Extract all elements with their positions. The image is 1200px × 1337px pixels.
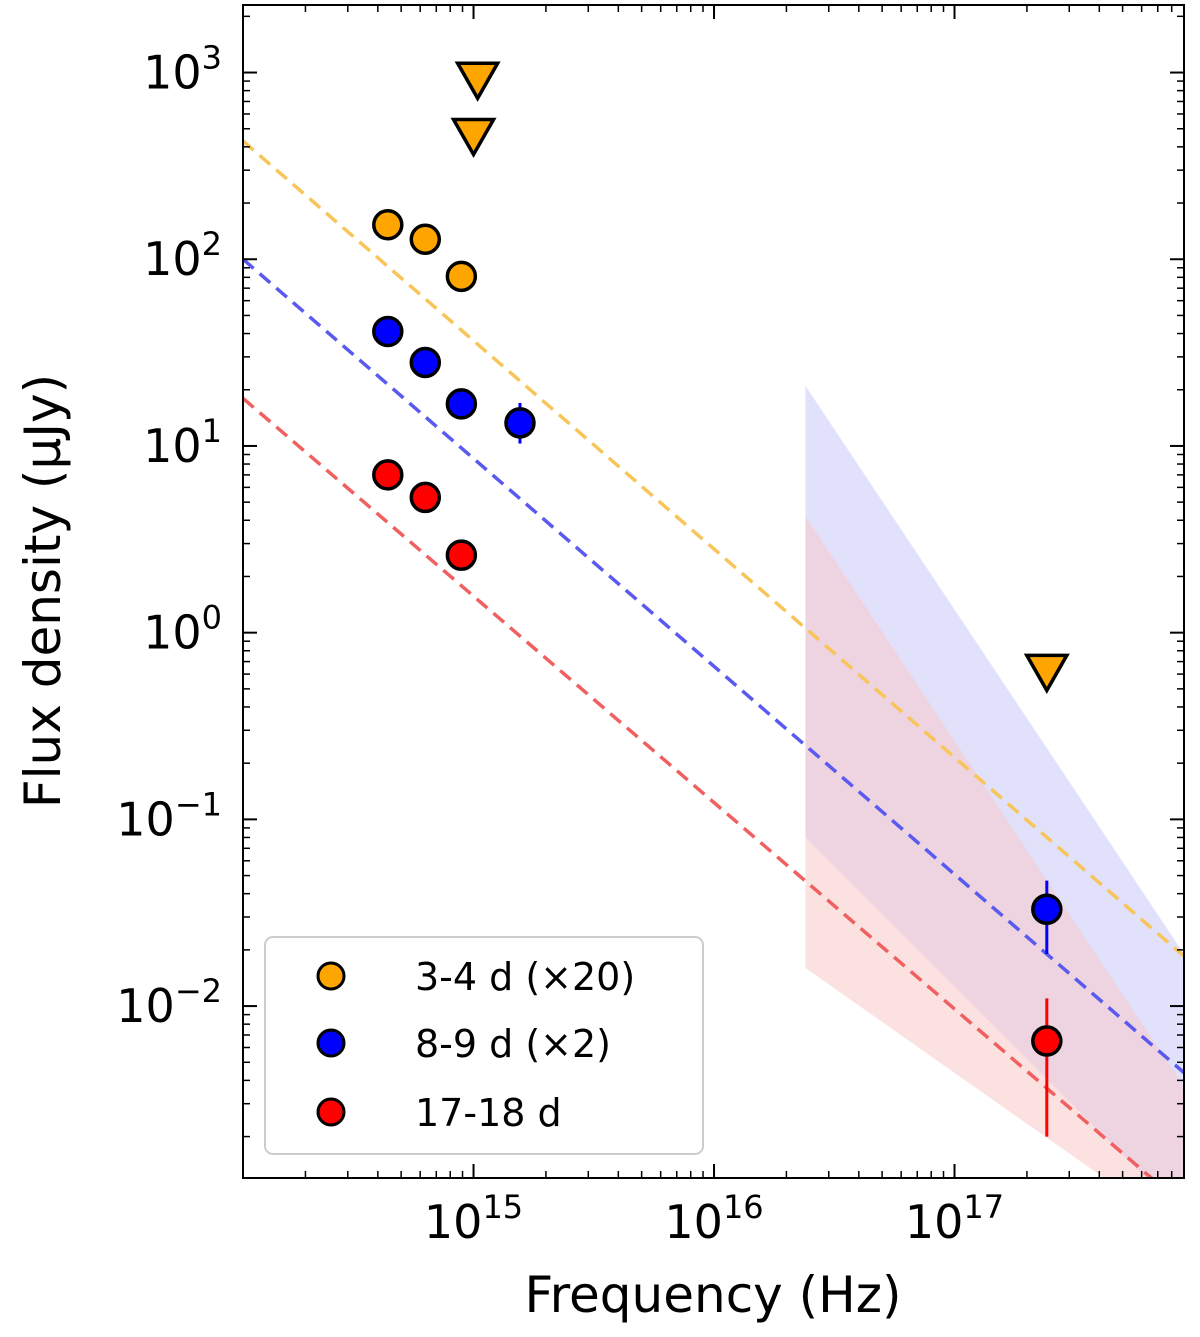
sed-chart: 1015 1016 101710−210−1100101102103 Frequen… [0, 0, 1200, 1337]
y-axis-label: Flux density (μJy) [14, 374, 72, 808]
data-point [1033, 1027, 1061, 1055]
data-point [506, 409, 534, 437]
data-point [411, 348, 439, 376]
legend-marker-17-18d [318, 1099, 344, 1125]
legend-marker-8-9d [318, 1030, 344, 1056]
legend-marker-3-4d [318, 963, 344, 989]
data-point [411, 483, 439, 511]
data-point [374, 318, 402, 346]
legend-label-17-18d: 17-18 d [415, 1091, 562, 1135]
data-point [447, 262, 475, 290]
data-point [447, 541, 475, 569]
x-axis-label: Frequency (Hz) [524, 1266, 901, 1324]
legend-label-3-4d: 3-4 d (×20) [415, 955, 635, 999]
data-point [447, 390, 475, 418]
data-point [374, 211, 402, 239]
legend: 3-4 d (×20) 8-9 d (×2) 17-18 d [265, 937, 703, 1154]
data-point [411, 225, 439, 253]
legend-label-8-9d: 8-9 d (×2) [415, 1022, 611, 1066]
data-point [1033, 895, 1061, 923]
data-point [374, 461, 402, 489]
